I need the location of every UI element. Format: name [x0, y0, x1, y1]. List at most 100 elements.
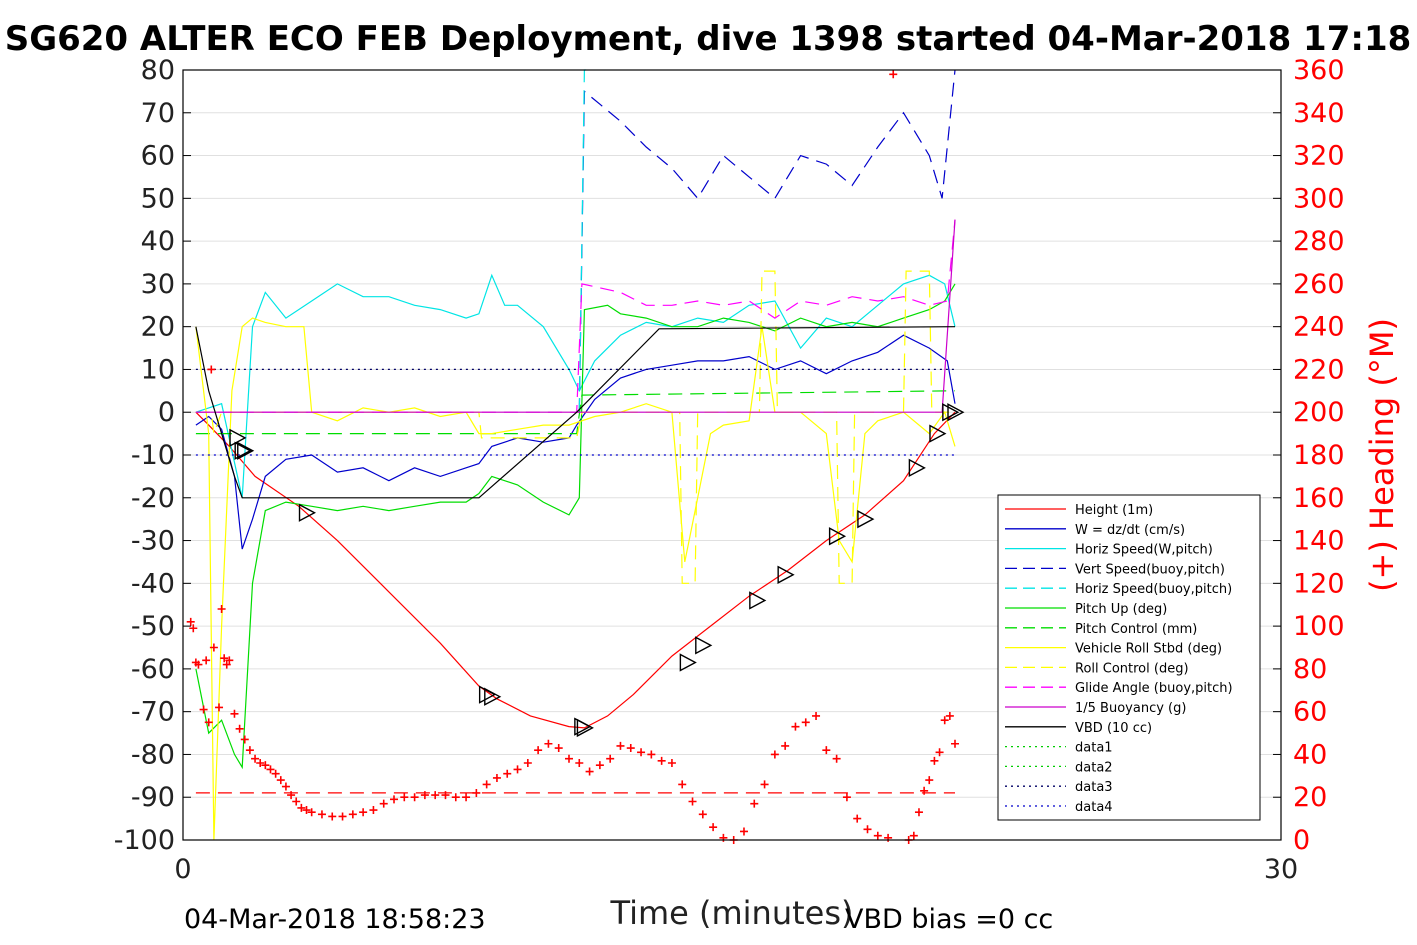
- heading-point: [410, 793, 419, 802]
- left-tick-label: 60: [141, 141, 175, 172]
- series-layer: [195, 69, 956, 841]
- series-horiz-speed-w-pitch: [195, 273, 956, 498]
- legend-label: data3: [1075, 780, 1113, 795]
- vbd-marker: [298, 503, 317, 522]
- series-pitch-up-deg: [195, 283, 956, 770]
- vbd-marker: [695, 636, 713, 655]
- vbd-marker: [857, 510, 875, 529]
- right-tick-label: 240: [1293, 312, 1345, 343]
- heading-point: [207, 365, 216, 374]
- heading-point: [420, 791, 429, 800]
- vbd-marker: [929, 424, 947, 443]
- legend-label: Pitch Up (deg): [1075, 602, 1167, 617]
- heading-point: [575, 759, 584, 767]
- heading-point: [503, 769, 512, 778]
- left-tick-label: 50: [141, 183, 175, 214]
- heading-point: [251, 754, 260, 763]
- heading-point: [585, 767, 594, 776]
- heading-point: [873, 831, 882, 840]
- heading-points: [186, 70, 959, 844]
- x-axis: 0 30: [174, 854, 1298, 885]
- series-1-5-buoyancy-g: [195, 219, 956, 413]
- heading-point: [750, 799, 759, 808]
- heading-point: [302, 806, 311, 815]
- left-tick-label: -50: [131, 611, 175, 642]
- heading-point: [261, 761, 270, 770]
- left-tick-label: 80: [141, 55, 175, 86]
- heading-point: [222, 660, 231, 669]
- series-vehicle-roll-stbd-deg: [195, 317, 956, 841]
- vbd-marker: [749, 591, 767, 610]
- right-tick-label: 40: [1293, 739, 1327, 770]
- heading-point: [297, 803, 306, 812]
- legend-label: Horiz Speed(W,pitch): [1075, 543, 1213, 558]
- heading-point: [616, 741, 625, 750]
- heading-point: [909, 831, 918, 840]
- vbd-marker: [576, 718, 594, 738]
- heading-point: [812, 711, 821, 720]
- heading-point: [945, 711, 954, 720]
- heading-point: [400, 793, 409, 802]
- heading-point: [431, 791, 440, 800]
- right-tick-label: 260: [1293, 269, 1345, 300]
- right-y-axis: 0 20 40 60 80 100 120 140 160 180 200 220 240 260 280 3…: [1273, 55, 1345, 856]
- heading-point: [390, 795, 399, 804]
- heading-point: [186, 617, 195, 626]
- left-tick-label: 30: [141, 269, 175, 300]
- heading-point: [209, 643, 218, 652]
- heading-point: [678, 780, 687, 789]
- heading-point: [637, 748, 646, 757]
- right-tick-label: 100: [1293, 611, 1345, 642]
- heading-point: [230, 709, 239, 718]
- legend-label: data1: [1075, 741, 1113, 756]
- heading-point: [245, 746, 254, 755]
- heading-point: [235, 724, 244, 733]
- chart-title: SG620 ALTER ECO FEB Deployment, dive 139…: [5, 19, 1412, 59]
- right-tick-label: 220: [1293, 354, 1345, 385]
- right-tick-label: 280: [1293, 226, 1345, 257]
- right-tick-label: 80: [1293, 654, 1327, 685]
- legend-label: Height (1m): [1075, 503, 1153, 518]
- heading-point: [276, 776, 285, 785]
- legend-label: data4: [1075, 800, 1113, 815]
- left-tick-label: -100: [114, 825, 175, 856]
- heading-point: [801, 718, 810, 727]
- heading-point: [534, 746, 543, 755]
- heading-point: [281, 782, 290, 791]
- heading-point: [204, 718, 213, 727]
- heading-point: [492, 773, 501, 782]
- heading-point: [348, 810, 357, 819]
- series-w-dz-dt-cm-s: [195, 334, 956, 550]
- vbd-markers: [229, 403, 965, 738]
- heading-point: [462, 793, 471, 802]
- heading-point: [832, 754, 841, 763]
- left-tick-label: -40: [131, 568, 175, 599]
- heading-point: [189, 624, 198, 633]
- dive-timestamp: 04-Mar-2018 18:58:23: [184, 904, 486, 935]
- vbd-marker: [828, 527, 847, 546]
- left-tick-label: -80: [131, 739, 175, 770]
- right-tick-label: 0: [1293, 825, 1310, 856]
- vbd-marker: [947, 403, 965, 422]
- right-tick-label: 140: [1293, 526, 1345, 557]
- right-tick-label: 200: [1293, 397, 1345, 428]
- x-axis-label: Time (minutes): [610, 894, 854, 932]
- left-tick-label: 0: [158, 397, 175, 428]
- heading-point: [951, 739, 959, 748]
- heading-point: [513, 765, 522, 774]
- heading-point: [688, 797, 697, 806]
- heading-point: [889, 70, 898, 79]
- heading-point: [271, 769, 280, 778]
- right-tick-label: 300: [1293, 183, 1345, 214]
- heading-point: [317, 810, 326, 819]
- left-tick-label: 10: [141, 354, 175, 385]
- series-vbd-10-cc: [195, 326, 956, 499]
- heading-point: [822, 746, 831, 755]
- legend-label: 1/5 Buoyancy (g): [1075, 701, 1186, 716]
- heading-point: [667, 759, 676, 767]
- legend-label: Vehicle Roll Stbd (deg): [1075, 642, 1222, 657]
- legend-label: Vert Speed(buoy,pitch): [1075, 562, 1225, 577]
- series-pitch-control-mm: [195, 390, 956, 435]
